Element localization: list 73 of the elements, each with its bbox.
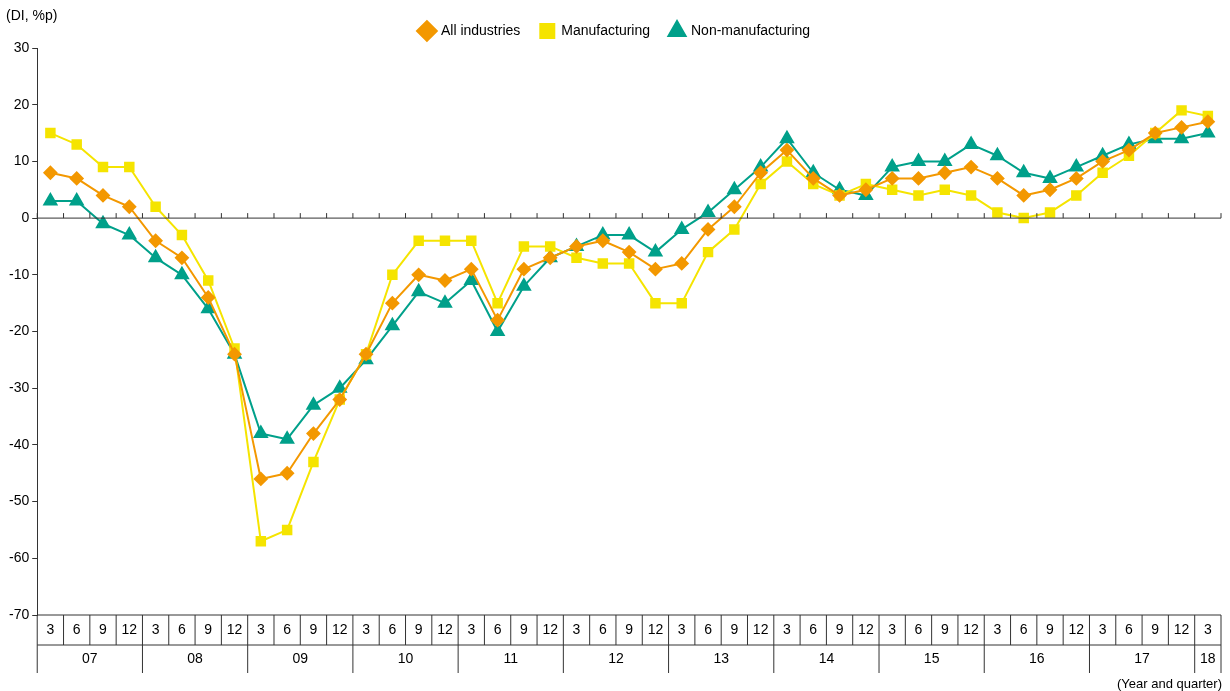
y-tick-label: -60 <box>9 549 30 566</box>
x-tick-label: 3 <box>362 620 371 637</box>
y-tick-label: -30 <box>9 379 30 396</box>
x-tick-label: 3 <box>151 620 160 637</box>
x-tick-label: 6 <box>283 620 292 637</box>
legend-label: Non-manufacturing <box>691 21 811 38</box>
y-tick-label: 30 <box>13 38 30 55</box>
x-tick-label: 3 <box>572 620 581 637</box>
y-tick-label: 20 <box>13 95 30 112</box>
x-tick-label: 3 <box>783 620 792 637</box>
y-tick-label: -20 <box>9 322 30 339</box>
text: 16 <box>1029 649 1045 666</box>
x-tick-label: 6 <box>914 620 923 637</box>
x-tick-label: 12 <box>121 620 138 637</box>
text: 07 <box>82 649 98 666</box>
x-tick-label: 12 <box>647 620 664 637</box>
y-tick-label: 0 <box>21 208 30 225</box>
x-tick-label: 6 <box>1125 620 1134 637</box>
x-tick-label: 3 <box>677 620 686 637</box>
y-tick-label: -40 <box>9 435 30 452</box>
x-tick-label: 9 <box>414 620 423 637</box>
x-tick-label: 6 <box>598 620 607 637</box>
text: 17 <box>1134 649 1151 666</box>
x-tick-label: 6 <box>809 620 818 637</box>
x-tick-label: 9 <box>204 620 213 637</box>
x-tick-label: 9 <box>730 620 739 637</box>
x-tick-label: 9 <box>1151 620 1160 637</box>
text: 13 <box>713 649 730 666</box>
x-tick-label: 12 <box>752 620 769 637</box>
x-tick-label: 9 <box>99 620 108 637</box>
x-tick-label: 3 <box>467 620 476 637</box>
text: 14 <box>818 649 835 666</box>
x-tick-label: 9 <box>520 620 528 637</box>
x-tick-label: 12 <box>437 620 453 637</box>
x-tick-label: 6 <box>1019 620 1028 637</box>
text: 11 <box>503 649 519 666</box>
x-tick-label: 9 <box>309 620 318 637</box>
x-tick-label: 3 <box>888 620 897 637</box>
x-tick-label: 12 <box>963 620 980 637</box>
x-tick-label: 3 <box>993 620 1002 637</box>
x-tick-label: 12 <box>331 620 348 637</box>
x-tick-label: 6 <box>493 620 502 637</box>
y-tick-label: 10 <box>13 152 30 169</box>
text: 09 <box>292 649 309 666</box>
x-axis-title: (Year and quarter) <box>1116 675 1222 691</box>
x-tick-label: 6 <box>72 620 81 637</box>
legend-label: All industries <box>440 21 521 38</box>
x-tick-label: 3 <box>46 620 55 637</box>
text: 12 <box>608 649 624 666</box>
y-axis-title: (DI, %p) <box>6 6 58 23</box>
x-tick-label: 6 <box>178 620 187 637</box>
x-tick-label: 9 <box>835 620 844 637</box>
y-tick-label: -10 <box>9 265 30 282</box>
x-tick-label: 12 <box>226 620 243 637</box>
text: 15 <box>923 649 940 666</box>
x-tick-label: 3 <box>1098 620 1107 637</box>
x-tick-label: 9 <box>940 620 949 637</box>
x-tick-label: 12 <box>1068 620 1085 637</box>
text: 18 <box>1200 649 1216 666</box>
x-tick-label: 12 <box>542 620 559 637</box>
x-tick-label: 9 <box>1046 620 1055 637</box>
text: 08 <box>187 649 204 666</box>
x-tick-label: 6 <box>704 620 713 637</box>
x-tick-label: 9 <box>625 620 634 637</box>
x-tick-label: 3 <box>256 620 265 637</box>
x-tick-label: 3 <box>1203 620 1212 637</box>
x-tick-label: 6 <box>388 620 397 637</box>
y-tick-label: -70 <box>9 605 30 622</box>
y-tick-label: -50 <box>9 492 30 509</box>
x-tick-label: 12 <box>858 620 874 637</box>
x-tick-label: 12 <box>1173 620 1190 637</box>
text: 10 <box>397 649 414 666</box>
legend-label: Manufacturing <box>561 21 651 38</box>
